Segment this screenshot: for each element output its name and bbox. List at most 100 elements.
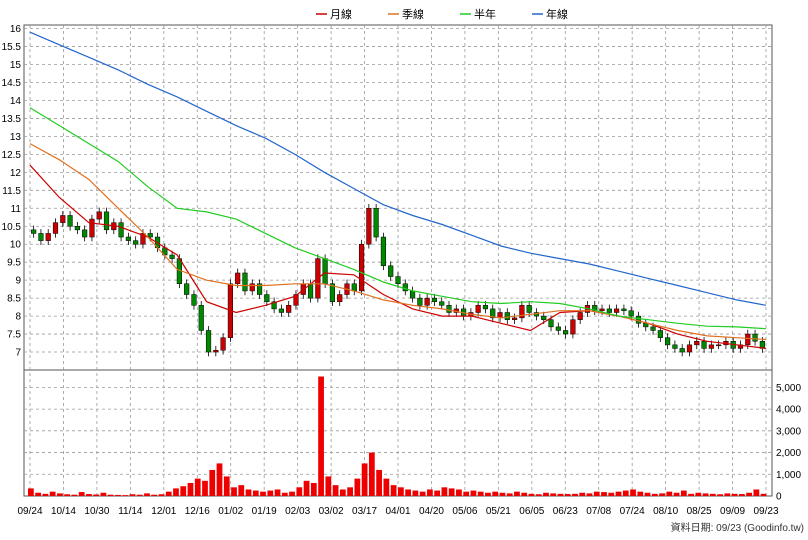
date-tick-label: 06/23 bbox=[553, 506, 578, 517]
candle-body bbox=[74, 226, 80, 231]
volume-bar bbox=[702, 493, 709, 496]
volume-bar bbox=[564, 494, 571, 496]
volume-bar bbox=[717, 494, 723, 496]
candle-body bbox=[82, 229, 88, 238]
date-tick-label: 03/02 bbox=[319, 506, 344, 517]
price-tick-label: 15.5 bbox=[2, 42, 22, 53]
candle-body bbox=[482, 305, 489, 310]
candle-body bbox=[198, 305, 204, 331]
price-tick-label: 11 bbox=[11, 204, 22, 215]
volume-bar bbox=[572, 493, 578, 496]
candle-body bbox=[745, 333, 751, 346]
volume-bar bbox=[49, 491, 56, 496]
volume-bar bbox=[680, 490, 687, 496]
volume-bar bbox=[144, 493, 150, 496]
date-tick-label: 01/02 bbox=[218, 506, 243, 517]
chart-legend: 月線 季線 半年 年線 bbox=[316, 7, 568, 21]
volume-bar bbox=[107, 494, 114, 496]
candle-body bbox=[242, 272, 248, 292]
volume-bar bbox=[180, 486, 187, 496]
volume-bar bbox=[129, 494, 136, 496]
volume-bar bbox=[216, 463, 223, 496]
volume-bar bbox=[376, 469, 382, 496]
candle-body bbox=[271, 301, 277, 310]
candle-body bbox=[125, 236, 131, 241]
candle-body bbox=[89, 218, 95, 238]
price-tick-label: 10 bbox=[10, 240, 22, 251]
volume-tick-label: 1,000 bbox=[776, 470, 801, 481]
volume-bar bbox=[28, 488, 34, 496]
candle-body bbox=[249, 283, 255, 292]
candle-body bbox=[672, 344, 678, 349]
candle-body bbox=[395, 276, 401, 284]
legend-label: 年線 bbox=[546, 7, 568, 21]
candle-body bbox=[475, 305, 481, 313]
volume-bar bbox=[173, 488, 179, 496]
volume-bar bbox=[760, 493, 767, 496]
candle-body bbox=[133, 240, 139, 245]
candle-body bbox=[213, 349, 219, 353]
volume-bar bbox=[187, 482, 194, 496]
volume-bar bbox=[688, 493, 694, 496]
volume-bar bbox=[463, 491, 470, 496]
moving-average-lines bbox=[29, 31, 767, 349]
volume-bar bbox=[136, 494, 143, 496]
candle-body bbox=[220, 337, 226, 351]
volume-bar bbox=[274, 489, 281, 496]
volume-bar bbox=[383, 478, 390, 496]
candle-body bbox=[555, 326, 561, 331]
volume-bar bbox=[666, 491, 673, 496]
volume-bar bbox=[731, 493, 738, 496]
volume-bar bbox=[405, 489, 412, 496]
date-tick-label: 12/16 bbox=[185, 506, 210, 517]
volume-bar bbox=[122, 495, 129, 496]
price-tick-label: 11.5 bbox=[2, 186, 21, 197]
candle-body bbox=[191, 294, 197, 306]
candle-body bbox=[38, 233, 44, 241]
volume-bar bbox=[78, 492, 85, 496]
candle-body bbox=[358, 243, 365, 292]
volume-bar bbox=[753, 489, 760, 496]
candle-body bbox=[366, 208, 372, 245]
volume-bar bbox=[659, 493, 665, 496]
price-tick-label: 12.5 bbox=[2, 150, 22, 161]
price-tick-label: 15 bbox=[10, 60, 22, 71]
volume-bar bbox=[738, 494, 745, 496]
candle-body bbox=[446, 305, 452, 313]
candle-body bbox=[205, 330, 212, 353]
date-tick-label: 03/17 bbox=[352, 506, 377, 517]
volume-bar bbox=[651, 493, 658, 496]
volume-bar bbox=[267, 490, 274, 496]
volume-bar bbox=[724, 493, 731, 496]
candle-body bbox=[541, 315, 547, 320]
candle-body bbox=[380, 236, 387, 267]
candle-body bbox=[45, 233, 51, 241]
volume-bar bbox=[470, 490, 477, 496]
date-tick-label: 02/03 bbox=[285, 506, 310, 517]
date-tick-label: 10/14 bbox=[51, 506, 76, 517]
candle-body bbox=[351, 283, 357, 292]
candle-body bbox=[643, 323, 649, 328]
candle-body bbox=[67, 215, 73, 227]
candle-body bbox=[599, 308, 605, 311]
candle-body bbox=[701, 341, 707, 349]
volume-bar bbox=[528, 493, 535, 496]
candle-body bbox=[570, 319, 576, 335]
volume-bar bbox=[310, 482, 317, 496]
candle-body bbox=[329, 283, 335, 302]
volume-bar bbox=[456, 489, 462, 496]
date-axis-labels: 09/24 10/14 10/30 11/14 12/01 12/16 01/02 01/19… bbox=[17, 506, 778, 517]
volume-bar bbox=[593, 491, 600, 496]
volume-bar bbox=[151, 494, 158, 496]
volume-bar bbox=[630, 489, 636, 496]
source-note: 資料日期: 09/23 (Goodinfo.tw) bbox=[671, 521, 804, 534]
candle-body bbox=[264, 294, 270, 302]
volume-tick-label: 3,000 bbox=[776, 426, 801, 437]
candle-body bbox=[504, 312, 510, 320]
volume-bar bbox=[601, 492, 607, 496]
legend-label: 半年 bbox=[474, 7, 496, 21]
volume-bar bbox=[71, 494, 78, 496]
volume-bar bbox=[238, 485, 245, 496]
candle-body bbox=[679, 348, 685, 353]
